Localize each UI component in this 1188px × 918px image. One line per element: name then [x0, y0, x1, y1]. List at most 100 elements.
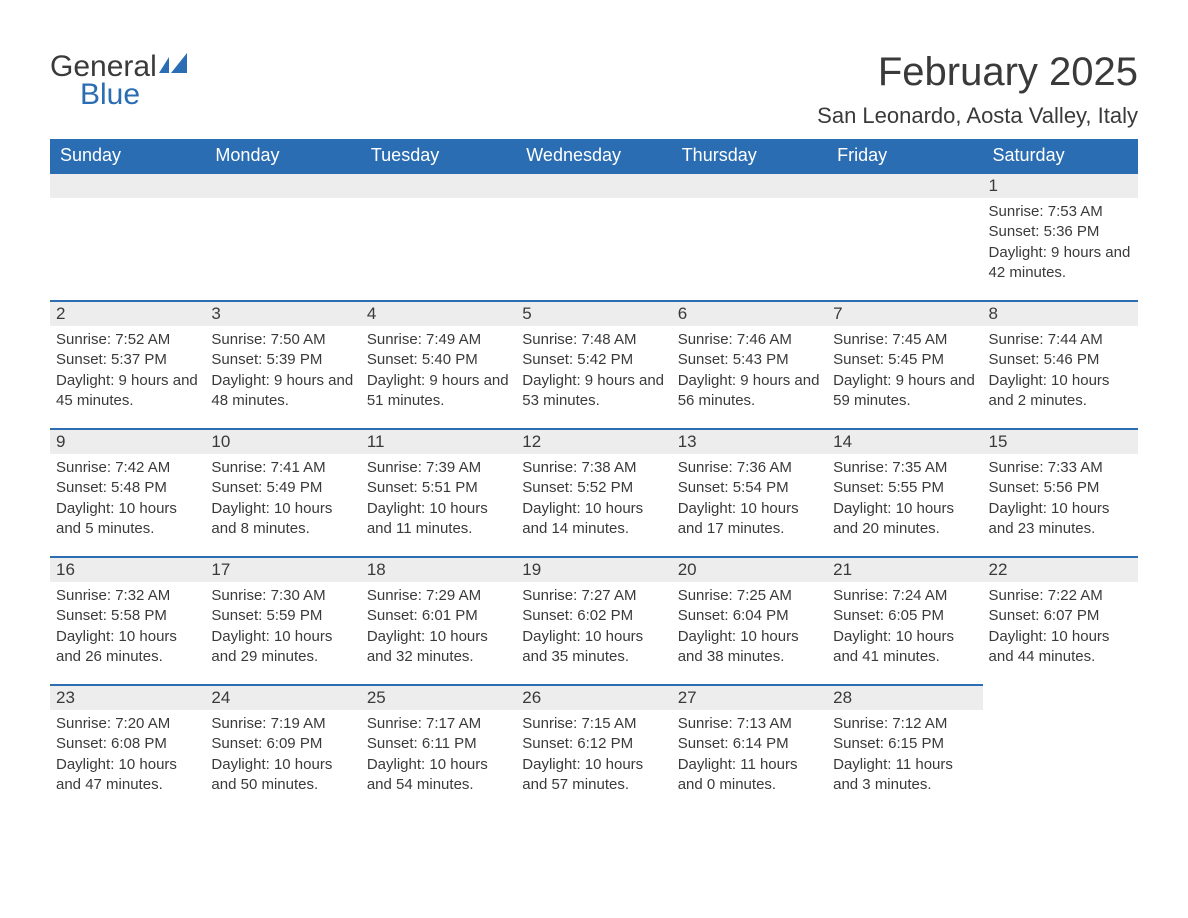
- day-number: 25: [361, 684, 516, 710]
- sunrise-text: Sunrise: 7:45 AM: [833, 330, 976, 350]
- calendar-cell: 7Sunrise: 7:45 AMSunset: 5:45 PMDaylight…: [827, 300, 982, 428]
- calendar-cell: 9Sunrise: 7:42 AMSunset: 5:48 PMDaylight…: [50, 428, 205, 556]
- weekday-header: Saturday: [983, 139, 1138, 172]
- sunset-text: Sunset: 6:09 PM: [211, 734, 354, 754]
- location: San Leonardo, Aosta Valley, Italy: [817, 103, 1138, 129]
- day-body: Sunrise: 7:35 AMSunset: 5:55 PMDaylight:…: [827, 454, 982, 539]
- sunset-text: Sunset: 5:49 PM: [211, 478, 354, 498]
- day-body: Sunrise: 7:15 AMSunset: 6:12 PMDaylight:…: [516, 710, 671, 795]
- sunset-text: Sunset: 6:02 PM: [522, 606, 665, 626]
- sunset-text: Sunset: 5:40 PM: [367, 350, 510, 370]
- sunrise-text: Sunrise: 7:20 AM: [56, 714, 199, 734]
- daylight-text: Daylight: 10 hours and 47 minutes.: [56, 755, 199, 796]
- day-number: 9: [50, 428, 205, 454]
- sunrise-text: Sunrise: 7:12 AM: [833, 714, 976, 734]
- weekday-header: Sunday: [50, 139, 205, 172]
- sunset-text: Sunset: 6:01 PM: [367, 606, 510, 626]
- calendar-cell: 23 Sunrise: 7:20 AMSunset: 6:08 PMDayligh…: [50, 684, 205, 812]
- sunrise-text: Sunrise: 7:41 AM: [211, 458, 354, 478]
- sunrise-text: Sunrise: 7:49 AM: [367, 330, 510, 350]
- sunrise-text: Sunrise: 7:53 AM: [989, 202, 1132, 222]
- calendar-cell: 8Sunrise: 7:44 AMSunset: 5:46 PMDaylight…: [983, 300, 1138, 428]
- calendar-cell: [205, 172, 360, 300]
- calendar-cell: 22 Sunrise: 7:22 AMSunset: 6:07 PMDayligh…: [983, 556, 1138, 684]
- calendar-cell: 25Sunrise: 7:17 AMSunset: 6:11 PMDayligh…: [361, 684, 516, 812]
- sunset-text: Sunset: 5:37 PM: [56, 350, 199, 370]
- day-number: 6: [672, 300, 827, 326]
- calendar-week: 23Sunrise: 7:20 AMSunset: 6:08 PMDayligh…: [50, 684, 1138, 812]
- day-number: [50, 172, 205, 198]
- calendar-cell: 28Sunrise: 7:12 AMSunset: 6:15 PMDayligh…: [827, 684, 982, 812]
- day-number: 8: [983, 300, 1138, 326]
- day-number: 2: [50, 300, 205, 326]
- calendar-cell: 13Sunrise: 7:36 AMSunset: 5:54 PMDayligh…: [672, 428, 827, 556]
- daylight-text: Daylight: 10 hours and 8 minutes.: [211, 499, 354, 540]
- daylight-text: Daylight: 10 hours and 2 minutes.: [989, 371, 1132, 412]
- calendar-header-row: SundayMondayTuesdayWednesdayThursdayFrid…: [50, 139, 1138, 172]
- day-number: 15: [983, 428, 1138, 454]
- daylight-text: Daylight: 10 hours and 29 minutes.: [211, 627, 354, 668]
- day-number: 27: [672, 684, 827, 710]
- sunrise-text: Sunrise: 7:35 AM: [833, 458, 976, 478]
- daylight-text: Daylight: 10 hours and 44 minutes.: [989, 627, 1132, 668]
- sunset-text: Sunset: 6:14 PM: [678, 734, 821, 754]
- calendar-week: 16Sunrise: 7:32 AMSunset: 5:58 PMDayligh…: [50, 556, 1138, 684]
- daylight-text: Daylight: 10 hours and 38 minutes.: [678, 627, 821, 668]
- day-number: 17: [205, 556, 360, 582]
- calendar-cell: [50, 172, 205, 300]
- day-number: 20: [672, 556, 827, 582]
- logo-line2: Blue: [80, 78, 187, 112]
- sunrise-text: Sunrise: 7:42 AM: [56, 458, 199, 478]
- day-body: Sunrise: 7:27 AMSunset: 6:02 PMDaylight:…: [516, 582, 671, 667]
- day-number: [672, 172, 827, 198]
- sunrise-text: Sunrise: 7:22 AM: [989, 586, 1132, 606]
- sunset-text: Sunset: 5:54 PM: [678, 478, 821, 498]
- calendar-cell: [516, 172, 671, 300]
- calendar-cell: 20Sunrise: 7:25 AMSunset: 6:04 PMDayligh…: [672, 556, 827, 684]
- daylight-text: Daylight: 10 hours and 17 minutes.: [678, 499, 821, 540]
- month-title: February 2025: [817, 50, 1138, 95]
- calendar-cell: 12Sunrise: 7:38 AMSunset: 5:52 PMDayligh…: [516, 428, 671, 556]
- day-body: Sunrise: 7:29 AMSunset: 6:01 PMDaylight:…: [361, 582, 516, 667]
- sunrise-text: Sunrise: 7:36 AM: [678, 458, 821, 478]
- day-body: Sunrise: 7:52 AMSunset: 5:37 PMDaylight:…: [50, 326, 205, 411]
- calendar-week: 1Sunrise: 7:53 AMSunset: 5:36 PMDaylight…: [50, 172, 1138, 300]
- day-body: Sunrise: 7:17 AMSunset: 6:11 PMDaylight:…: [361, 710, 516, 795]
- day-number: 22: [983, 556, 1138, 582]
- sunset-text: Sunset: 5:58 PM: [56, 606, 199, 626]
- sunset-text: Sunset: 5:52 PM: [522, 478, 665, 498]
- calendar-cell: 26Sunrise: 7:15 AMSunset: 6:12 PMDayligh…: [516, 684, 671, 812]
- sunset-text: Sunset: 5:39 PM: [211, 350, 354, 370]
- sunset-text: Sunset: 5:42 PM: [522, 350, 665, 370]
- calendar-cell: 16Sunrise: 7:32 AMSunset: 5:58 PMDayligh…: [50, 556, 205, 684]
- day-body: Sunrise: 7:32 AMSunset: 5:58 PMDaylight:…: [50, 582, 205, 667]
- calendar-cell: 4Sunrise: 7:49 AMSunset: 5:40 PMDaylight…: [361, 300, 516, 428]
- day-number: 28: [827, 684, 982, 710]
- sunset-text: Sunset: 5:36 PM: [989, 222, 1132, 242]
- day-body: Sunrise: 7:44 AMSunset: 5:46 PMDaylight:…: [983, 326, 1138, 411]
- calendar-cell: [983, 684, 1138, 812]
- sunset-text: Sunset: 5:51 PM: [367, 478, 510, 498]
- day-number: 23: [50, 684, 205, 710]
- sunset-text: Sunset: 6:11 PM: [367, 734, 510, 754]
- day-number: 1: [983, 172, 1138, 198]
- daylight-text: Daylight: 10 hours and 50 minutes.: [211, 755, 354, 796]
- calendar-cell: 19Sunrise: 7:27 AMSunset: 6:02 PMDayligh…: [516, 556, 671, 684]
- sunset-text: Sunset: 6:08 PM: [56, 734, 199, 754]
- calendar-cell: 11Sunrise: 7:39 AMSunset: 5:51 PMDayligh…: [361, 428, 516, 556]
- sunrise-text: Sunrise: 7:13 AM: [678, 714, 821, 734]
- sunrise-text: Sunrise: 7:50 AM: [211, 330, 354, 350]
- sunrise-text: Sunrise: 7:24 AM: [833, 586, 976, 606]
- sunrise-text: Sunrise: 7:25 AM: [678, 586, 821, 606]
- day-body: Sunrise: 7:45 AMSunset: 5:45 PMDaylight:…: [827, 326, 982, 411]
- day-body: Sunrise: 7:30 AMSunset: 5:59 PMDaylight:…: [205, 582, 360, 667]
- day-number: 16: [50, 556, 205, 582]
- day-body: Sunrise: 7:38 AMSunset: 5:52 PMDaylight:…: [516, 454, 671, 539]
- sunrise-text: Sunrise: 7:48 AM: [522, 330, 665, 350]
- calendar-week: 9Sunrise: 7:42 AMSunset: 5:48 PMDaylight…: [50, 428, 1138, 556]
- sunrise-text: Sunrise: 7:46 AM: [678, 330, 821, 350]
- weekday-header: Thursday: [672, 139, 827, 172]
- sunset-text: Sunset: 6:15 PM: [833, 734, 976, 754]
- sunset-text: Sunset: 6:07 PM: [989, 606, 1132, 626]
- sunrise-text: Sunrise: 7:27 AM: [522, 586, 665, 606]
